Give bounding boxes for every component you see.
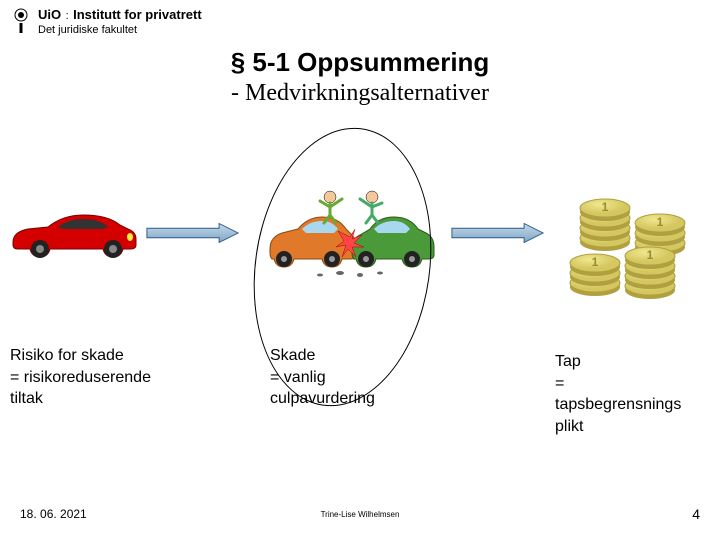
uio-seal-icon: [10, 7, 32, 35]
label-loss-l4: plikt: [555, 416, 715, 438]
header-bar: UiO : Institutt for privatrett Det jurid…: [0, 0, 720, 42]
title-sub: - Medvirkningsalternativer: [0, 80, 720, 107]
institute-text: Institutt for privatrett: [73, 7, 202, 22]
label-loss-l2: =: [555, 373, 715, 395]
label-risk-l1: Risiko for skade: [10, 345, 200, 367]
title-block: § 5-1 Oppsummering - Medvirkningsalterna…: [0, 47, 720, 107]
footer-date: 18. 06. 2021: [20, 507, 87, 521]
title-main: § 5-1 Oppsummering: [0, 47, 720, 78]
footer: 18. 06. 2021 Trine-Lise Wilhelmsen 4: [0, 506, 720, 522]
label-loss-l1: Tap: [555, 351, 715, 373]
footer-page: 4: [692, 506, 700, 522]
svg-text:1: 1: [657, 215, 664, 229]
label-risk: Risiko for skade = risikoreduserende til…: [10, 345, 200, 410]
label-risk-l3: tiltak: [10, 388, 200, 410]
red-sports-car-icon: [8, 207, 138, 267]
footer-author: Trine-Lise Wilhelmsen: [321, 510, 400, 519]
svg-text:1: 1: [647, 248, 654, 262]
uio-text: UiO: [38, 7, 61, 22]
uio-logo: UiO : Institutt for privatrett Det jurid…: [10, 6, 202, 36]
label-damage-l2: = vanlig: [270, 367, 450, 389]
label-damage-l3: culpavurdering: [270, 388, 450, 410]
svg-text:1: 1: [592, 255, 599, 269]
diagram-area: 1 1 1 1: [0, 107, 720, 357]
arrow-1-icon: [145, 222, 240, 244]
label-loss-l3: tapsbegrensnings: [555, 394, 715, 416]
label-risk-l2: = risikoreduserende: [10, 367, 200, 389]
label-damage: Skade = vanlig culpavurdering: [270, 345, 450, 410]
arrow-2-icon: [450, 222, 545, 244]
label-damage-l1: Skade: [270, 345, 450, 367]
faculty-text: Det juridiske fakultet: [38, 24, 202, 36]
svg-text:1: 1: [602, 200, 609, 214]
coin-stacks-icon: 1 1 1 1: [560, 192, 710, 307]
label-loss: Tap = tapsbegrensnings plikt: [555, 351, 715, 437]
